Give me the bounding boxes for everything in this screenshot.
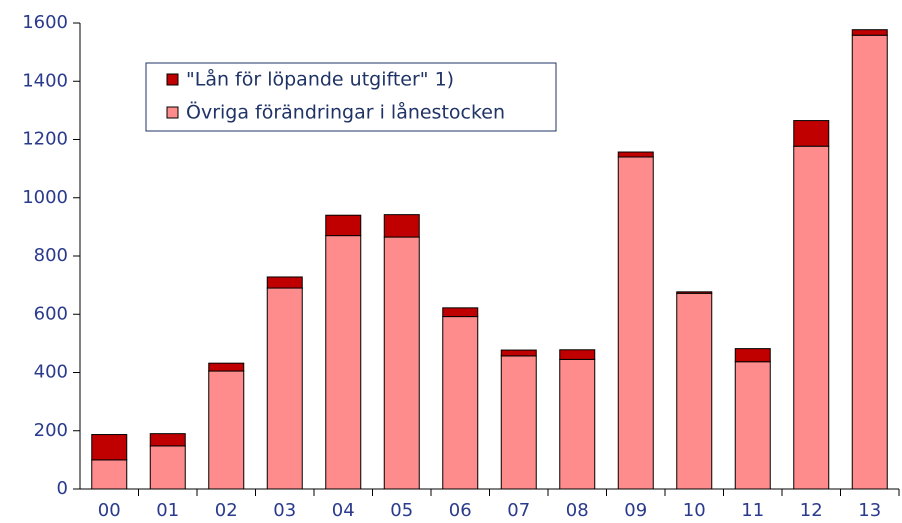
bar-segment <box>500 349 537 357</box>
x-tick-label: 09 <box>624 500 647 521</box>
y-tick-label: 1600 <box>22 12 68 33</box>
x-tick-label: 05 <box>390 500 413 521</box>
bar-segment <box>208 370 245 490</box>
bar-segment <box>617 156 654 490</box>
bar-segment <box>851 34 888 490</box>
x-tick-label: 13 <box>858 500 881 521</box>
bar-segment <box>442 316 479 490</box>
legend-swatch <box>166 73 179 86</box>
legend-box <box>145 62 557 132</box>
bar-segment <box>793 145 830 490</box>
bar-segment <box>734 348 771 363</box>
y-tick-label: 1400 <box>22 70 68 91</box>
bar-segment <box>559 349 596 360</box>
bar-segment <box>208 362 245 372</box>
x-tick-label: 03 <box>273 500 296 521</box>
bar-segment <box>383 236 420 490</box>
bar-segment <box>149 433 186 447</box>
bar-segment <box>734 361 771 490</box>
bar-segment <box>266 276 303 289</box>
x-tick-label: 06 <box>449 500 472 521</box>
x-tick-label: 02 <box>215 500 238 521</box>
bar-segment <box>442 307 479 318</box>
y-tick-label: 600 <box>34 303 68 324</box>
x-tick-label: 00 <box>98 500 121 521</box>
x-tick-label: 07 <box>507 500 530 521</box>
bar-segment <box>851 29 888 36</box>
bar-segment <box>91 459 128 490</box>
bar-segment <box>676 292 713 490</box>
y-tick-label: 1000 <box>22 187 68 208</box>
y-tick-label: 0 <box>57 478 68 499</box>
x-tick-label: 04 <box>332 500 355 521</box>
y-tick-label: 800 <box>34 245 68 266</box>
x-tick-label: 11 <box>741 500 764 521</box>
bar-segment <box>617 151 654 158</box>
x-tick-label: 08 <box>566 500 589 521</box>
bar-segment <box>559 358 596 490</box>
bar-segment <box>325 235 362 490</box>
y-tick-label: 400 <box>34 362 68 383</box>
bar-segment <box>500 355 537 490</box>
bar-segment <box>325 214 362 237</box>
bar-segment <box>266 287 303 490</box>
x-tick-label: 01 <box>156 500 179 521</box>
legend-label: "Lån för löpande utgifter" 1) <box>186 68 454 91</box>
y-tick-label: 200 <box>34 420 68 441</box>
bar-segment <box>793 120 830 147</box>
bar-segment <box>91 434 128 461</box>
legend-swatch <box>166 106 179 119</box>
bar-segment <box>383 214 420 238</box>
legend-label: Övriga förändringar i lånestocken <box>186 101 505 124</box>
x-tick-label: 12 <box>800 500 823 521</box>
bar-segment <box>676 291 713 294</box>
x-tick-label: 10 <box>683 500 706 521</box>
y-tick-label: 1200 <box>22 129 68 150</box>
bar-segment <box>149 445 186 490</box>
